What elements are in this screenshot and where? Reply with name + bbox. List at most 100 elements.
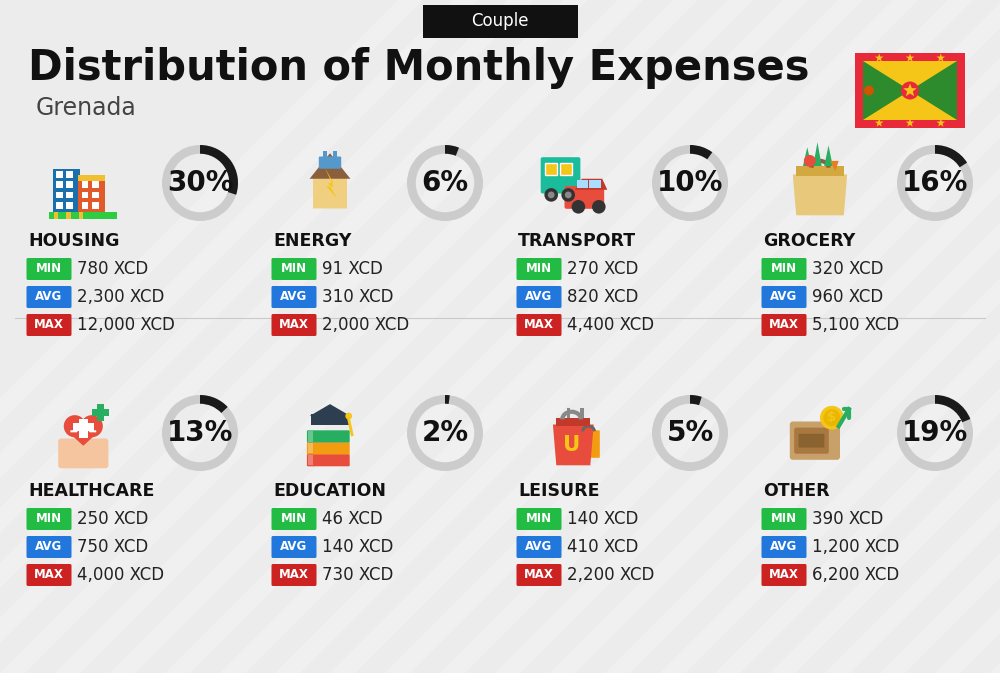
FancyBboxPatch shape	[26, 508, 72, 530]
FancyBboxPatch shape	[556, 418, 590, 426]
Text: Grenada: Grenada	[36, 96, 137, 120]
Text: MIN: MIN	[36, 513, 62, 526]
Wedge shape	[690, 145, 712, 160]
FancyBboxPatch shape	[541, 157, 580, 194]
FancyBboxPatch shape	[323, 151, 327, 160]
Circle shape	[864, 85, 874, 96]
Polygon shape	[770, 0, 1000, 673]
Polygon shape	[165, 0, 863, 673]
Text: 250 XCD: 250 XCD	[77, 510, 148, 528]
Text: 6,200 XCD: 6,200 XCD	[812, 566, 899, 584]
FancyBboxPatch shape	[589, 180, 600, 188]
FancyBboxPatch shape	[66, 181, 73, 188]
Text: 12,000 XCD: 12,000 XCD	[77, 316, 175, 334]
FancyBboxPatch shape	[545, 163, 557, 174]
FancyBboxPatch shape	[762, 508, 806, 530]
Polygon shape	[325, 168, 337, 199]
FancyBboxPatch shape	[863, 61, 957, 120]
FancyBboxPatch shape	[794, 427, 829, 454]
FancyBboxPatch shape	[78, 174, 105, 181]
Polygon shape	[0, 0, 533, 673]
FancyBboxPatch shape	[66, 212, 71, 219]
Text: 780 XCD: 780 XCD	[77, 260, 148, 278]
Polygon shape	[875, 118, 883, 127]
FancyBboxPatch shape	[53, 168, 80, 215]
Circle shape	[565, 192, 572, 199]
Polygon shape	[310, 404, 350, 416]
Circle shape	[544, 188, 558, 202]
FancyBboxPatch shape	[92, 202, 99, 209]
Text: 750 XCD: 750 XCD	[77, 538, 148, 556]
FancyBboxPatch shape	[762, 314, 806, 336]
FancyBboxPatch shape	[56, 192, 63, 199]
FancyBboxPatch shape	[79, 419, 88, 438]
Polygon shape	[550, 0, 1000, 673]
FancyBboxPatch shape	[272, 508, 316, 530]
Text: MIN: MIN	[771, 513, 797, 526]
Text: 270 XCD: 270 XCD	[567, 260, 638, 278]
FancyBboxPatch shape	[54, 212, 58, 219]
FancyBboxPatch shape	[580, 407, 584, 418]
Text: 140 XCD: 140 XCD	[567, 510, 638, 528]
Text: AVG: AVG	[770, 540, 798, 553]
Polygon shape	[0, 0, 423, 673]
FancyBboxPatch shape	[516, 564, 562, 586]
FancyBboxPatch shape	[566, 407, 570, 418]
FancyBboxPatch shape	[92, 409, 109, 416]
FancyBboxPatch shape	[92, 181, 99, 188]
Polygon shape	[937, 118, 945, 127]
Text: 30%: 30%	[167, 169, 233, 197]
FancyBboxPatch shape	[308, 444, 313, 454]
Text: 16%: 16%	[902, 169, 968, 197]
Polygon shape	[875, 53, 883, 62]
Text: AVG: AVG	[525, 540, 553, 553]
Polygon shape	[275, 0, 973, 673]
Wedge shape	[200, 395, 228, 413]
Text: 390 XCD: 390 XCD	[812, 510, 883, 528]
Text: 820 XCD: 820 XCD	[567, 288, 638, 306]
Text: EDUCATION: EDUCATION	[273, 482, 386, 500]
FancyBboxPatch shape	[516, 258, 562, 280]
FancyBboxPatch shape	[56, 171, 63, 178]
Circle shape	[64, 415, 86, 437]
Polygon shape	[906, 53, 914, 62]
Polygon shape	[0, 0, 478, 673]
FancyBboxPatch shape	[82, 192, 88, 199]
Text: 4,000 XCD: 4,000 XCD	[77, 566, 164, 584]
FancyBboxPatch shape	[762, 258, 806, 280]
Text: 10%: 10%	[657, 169, 723, 197]
FancyBboxPatch shape	[26, 564, 72, 586]
FancyBboxPatch shape	[272, 258, 316, 280]
FancyBboxPatch shape	[97, 404, 104, 421]
FancyBboxPatch shape	[577, 430, 600, 458]
Polygon shape	[990, 0, 1000, 673]
Polygon shape	[0, 0, 588, 673]
FancyBboxPatch shape	[26, 536, 72, 558]
Polygon shape	[903, 83, 917, 96]
Text: AVG: AVG	[35, 291, 63, 304]
Circle shape	[345, 413, 352, 419]
FancyBboxPatch shape	[92, 192, 99, 199]
FancyBboxPatch shape	[762, 536, 806, 558]
FancyBboxPatch shape	[790, 421, 840, 460]
FancyBboxPatch shape	[762, 286, 806, 308]
Text: MIN: MIN	[526, 262, 552, 275]
Polygon shape	[906, 118, 914, 127]
Polygon shape	[793, 174, 847, 215]
Circle shape	[81, 415, 103, 437]
Polygon shape	[310, 153, 350, 179]
Polygon shape	[824, 145, 833, 166]
FancyBboxPatch shape	[855, 53, 965, 128]
Polygon shape	[110, 0, 808, 673]
Text: 46 XCD: 46 XCD	[322, 510, 383, 528]
Wedge shape	[407, 395, 483, 471]
Text: AVG: AVG	[280, 291, 308, 304]
Text: 2%: 2%	[421, 419, 469, 447]
Text: AVG: AVG	[280, 540, 308, 553]
Polygon shape	[0, 0, 643, 673]
Text: LEISURE: LEISURE	[518, 482, 600, 500]
Circle shape	[804, 155, 816, 167]
Polygon shape	[803, 147, 812, 166]
Text: 410 XCD: 410 XCD	[567, 538, 638, 556]
FancyBboxPatch shape	[307, 454, 350, 466]
